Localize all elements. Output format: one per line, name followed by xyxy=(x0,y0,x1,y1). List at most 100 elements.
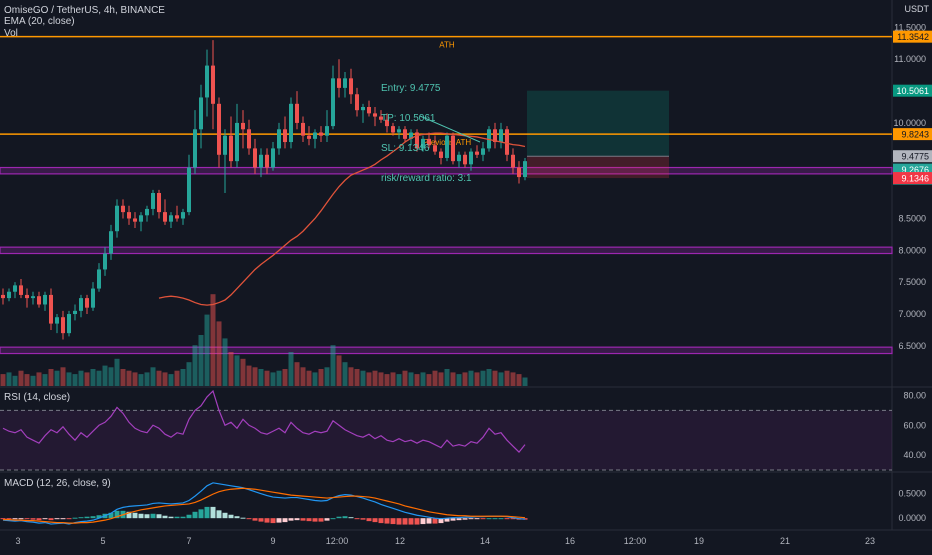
macd-histogram-bar xyxy=(126,511,132,519)
candle-body xyxy=(235,122,239,162)
candle-body xyxy=(253,148,257,168)
macd-histogram-bar xyxy=(474,518,480,520)
macd-histogram-bar xyxy=(510,518,516,520)
volume-bar xyxy=(324,367,330,386)
ema-legend[interactable]: EMA (20, close) xyxy=(4,16,75,27)
candle-body xyxy=(25,294,29,299)
macd-histogram-bar xyxy=(378,518,384,524)
macd-histogram-bar xyxy=(246,518,252,520)
candle-body xyxy=(391,126,395,133)
volume-bar xyxy=(72,374,78,386)
volume-bar xyxy=(342,362,348,386)
volume-bar xyxy=(420,372,426,386)
volume-bar xyxy=(390,372,396,386)
volume-bar xyxy=(450,372,456,386)
volume-bar xyxy=(90,369,96,386)
volume-bar xyxy=(84,372,90,386)
macd-histogram-bar xyxy=(420,518,426,525)
candle-body xyxy=(511,154,515,168)
time-tick: 19 xyxy=(694,536,704,546)
price-tick: 7.0000 xyxy=(898,309,926,319)
volume-legend[interactable]: Vol xyxy=(4,28,18,39)
price-tick: 6.5000 xyxy=(898,341,926,351)
volume-bar xyxy=(108,367,114,386)
macd-tick: 0.0000 xyxy=(898,513,926,523)
macd-histogram-bar xyxy=(462,518,468,520)
macd-histogram-bar xyxy=(84,516,90,519)
volume-bar xyxy=(300,367,306,386)
volume-bar xyxy=(354,369,360,386)
candle-body xyxy=(205,65,209,98)
time-tick: 7 xyxy=(186,536,191,546)
candle-body xyxy=(397,129,401,133)
macd-histogram-bar xyxy=(30,518,36,520)
candle-body xyxy=(493,129,497,143)
symbol-title[interactable]: OmiseGO / TetherUS, 4h, BINANCE xyxy=(4,5,165,16)
annotation-arrow xyxy=(419,115,481,143)
time-tick: 23 xyxy=(865,536,875,546)
candle-body xyxy=(355,94,359,111)
macd-histogram-bar xyxy=(504,518,510,520)
time-tick: 12:00 xyxy=(326,536,349,546)
macd-histogram-bar xyxy=(36,518,42,521)
candle-body xyxy=(193,129,197,168)
macd-histogram-bar xyxy=(312,518,318,522)
macd-pane-label[interactable]: MACD (12, 26, close, 9) xyxy=(4,478,111,489)
candle-body xyxy=(499,129,503,143)
volume-bar xyxy=(510,372,516,386)
volume-bar xyxy=(468,370,474,386)
volume-bar xyxy=(198,335,204,386)
price-tick: 10.0000 xyxy=(893,118,926,128)
macd-histogram-bar xyxy=(276,518,282,523)
volume-bar xyxy=(252,367,258,386)
candle-body xyxy=(181,212,185,219)
volume-bar xyxy=(114,358,120,386)
candle-body xyxy=(211,65,215,104)
macd-histogram-bar xyxy=(342,516,348,519)
candle-body xyxy=(367,107,371,114)
candle-body xyxy=(385,119,389,127)
volume-bar xyxy=(438,372,444,386)
macd-histogram-bar xyxy=(438,518,444,524)
time-tick: 21 xyxy=(780,536,790,546)
macd-histogram-bar xyxy=(408,518,414,525)
candle-body xyxy=(271,148,275,168)
candle-body xyxy=(139,215,143,222)
candle-body xyxy=(265,154,269,168)
time-tick: 12 xyxy=(395,536,405,546)
volume-bar xyxy=(54,370,60,386)
macd-histogram-bar xyxy=(480,518,486,520)
volume-bar xyxy=(126,370,132,386)
macd-histogram-bar xyxy=(444,518,450,522)
price-badge xyxy=(893,30,932,43)
volume-bar xyxy=(516,374,522,386)
candle-body xyxy=(343,78,347,88)
volume-bar xyxy=(216,321,222,386)
candle-body xyxy=(109,231,113,254)
price-badge xyxy=(893,150,932,163)
volume-bar xyxy=(486,369,492,386)
macd-histogram-bar xyxy=(78,517,84,519)
candle-body xyxy=(85,298,89,308)
time-tick: 14 xyxy=(480,536,490,546)
volume-bar xyxy=(288,352,294,386)
candle-body xyxy=(91,288,95,308)
rsi-pane-label[interactable]: RSI (14, close) xyxy=(4,392,71,403)
price-badge-label: 10.5061 xyxy=(896,86,929,96)
macd-histogram-bar xyxy=(432,518,438,524)
macd-histogram-bar xyxy=(396,518,402,525)
macd-histogram-bar xyxy=(372,518,378,523)
candle-body xyxy=(325,126,329,136)
volume-bar xyxy=(24,374,30,386)
currency-label[interactable]: USDT xyxy=(904,4,930,14)
macd-histogram-bar xyxy=(306,518,312,522)
volume-bar xyxy=(180,369,186,386)
candle-body xyxy=(337,78,341,88)
support-zone-1 xyxy=(0,246,893,255)
macd-histogram-bar xyxy=(318,518,324,522)
volume-bar xyxy=(12,375,18,386)
macd-histogram-bar xyxy=(282,518,288,523)
price-tick: 8.5000 xyxy=(898,213,926,223)
volume-bar xyxy=(102,365,108,386)
